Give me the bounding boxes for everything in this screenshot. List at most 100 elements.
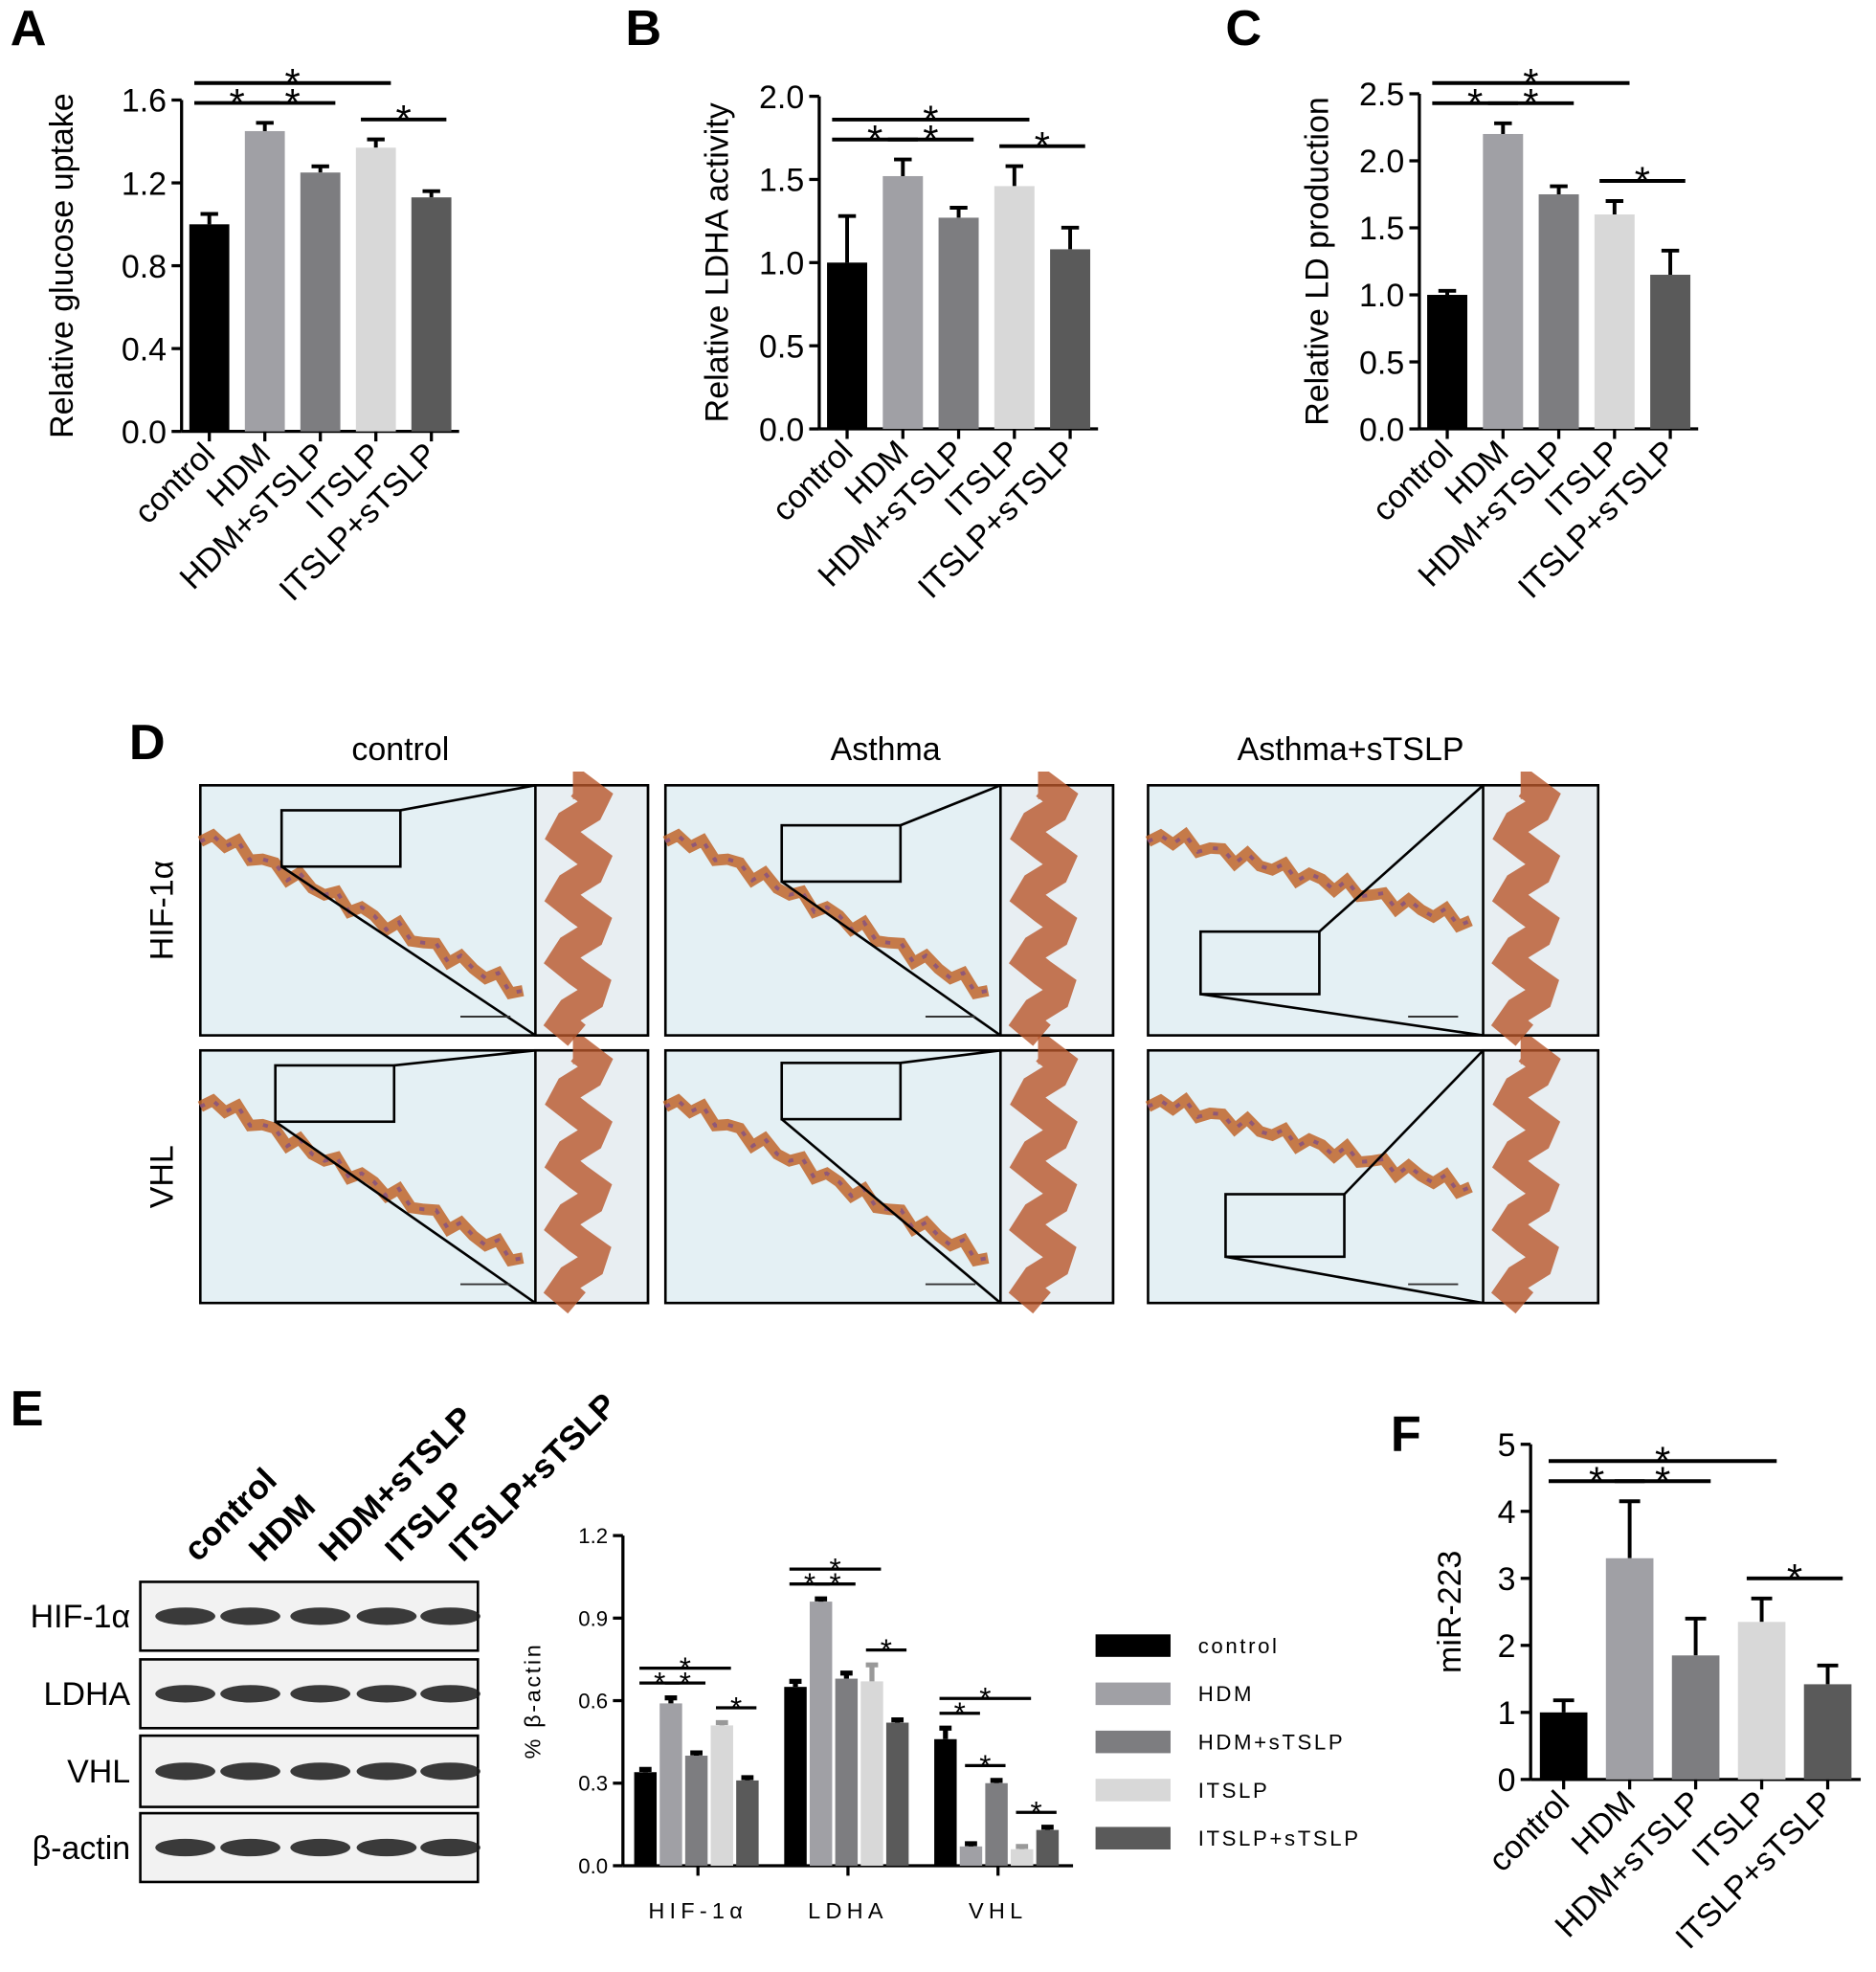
y-tick-label: 0.5 [759, 328, 804, 365]
y-tick-label: 1.5 [1359, 211, 1404, 247]
legend-swatch [1095, 1682, 1171, 1706]
zoom-line [1318, 784, 1485, 933]
error-bar [1552, 1698, 1574, 1713]
x-tick-label: HIF-1α [648, 1898, 748, 1923]
column-title: control [351, 731, 449, 768]
panel-label: A [11, 1, 47, 56]
error-bar [839, 1670, 853, 1679]
blot-band [356, 1607, 417, 1625]
y-tick-label: 1.0 [759, 246, 804, 282]
bar [1605, 1557, 1654, 1780]
legend-label: control [1198, 1634, 1280, 1658]
bar [659, 1703, 682, 1866]
legend-label: HDM [1198, 1682, 1254, 1706]
error-bar [838, 213, 857, 263]
error-bar [865, 1662, 879, 1682]
blot-band [290, 1762, 351, 1781]
significance-label: * [1655, 1439, 1670, 1484]
blot-band [356, 1762, 417, 1781]
error-bar [1685, 1616, 1707, 1656]
y-tick-label: 1 [1498, 1695, 1516, 1732]
y-tick-label: 2 [1498, 1628, 1516, 1665]
error-bar [789, 1678, 802, 1688]
error-bar [1605, 199, 1624, 215]
y-tick-label: 2.5 [1359, 77, 1404, 113]
zoom-line [400, 784, 536, 812]
zoom-box [1199, 930, 1321, 996]
legend-swatch [1095, 1730, 1171, 1754]
bar [827, 262, 868, 430]
bar [736, 1780, 759, 1866]
epithelium-nuclei [664, 833, 989, 996]
y-tick-label: 5 [1498, 1427, 1516, 1464]
significance-label: * [1589, 1459, 1604, 1504]
error-bar [741, 1775, 754, 1781]
y-axis-label: % β-actin [521, 1643, 546, 1759]
epithelium-nuclei [1147, 1097, 1472, 1195]
significance-label: * [285, 60, 301, 105]
error-bar [256, 121, 274, 131]
blot-band [220, 1607, 280, 1625]
y-tick-label: 0.0 [1359, 412, 1404, 448]
significance-label: * [1787, 1556, 1802, 1601]
bar [244, 130, 285, 432]
bar [959, 1846, 983, 1866]
y-tick-label: 0.3 [578, 1772, 608, 1796]
error-bar [1751, 1596, 1773, 1623]
significance-label: * [654, 1667, 665, 1700]
error-bar [1619, 1499, 1641, 1558]
inset-epithelium [543, 1036, 614, 1314]
blot-row-label: HIF-1α [31, 1599, 131, 1635]
inset-epithelium [1008, 1036, 1079, 1314]
y-tick-label: 1.2 [122, 166, 167, 202]
bar [1011, 1849, 1034, 1866]
blot-band [155, 1685, 215, 1703]
significance-label: * [867, 117, 882, 162]
blot-band [220, 1838, 280, 1857]
significance-label: * [1467, 80, 1483, 125]
blot-band [155, 1607, 215, 1625]
zoom-line [1343, 1049, 1485, 1196]
y-tick-label: 1.6 [122, 83, 167, 120]
zoom-line [274, 1120, 537, 1305]
significance-label: * [881, 1633, 892, 1667]
significance-label: * [979, 1749, 991, 1782]
blot-row-label: β-actin [33, 1830, 131, 1867]
blot-band [356, 1685, 417, 1703]
error-bar [422, 189, 440, 198]
bar [684, 1756, 708, 1866]
error-bar [965, 1841, 977, 1847]
zoom-line [780, 880, 1002, 1037]
blot-row-label: LDHA [44, 1676, 131, 1713]
y-tick-label: 0.6 [578, 1690, 608, 1714]
bar [934, 1738, 957, 1866]
significance-label: * [830, 1567, 841, 1601]
significance-label: * [830, 1553, 841, 1586]
micrograph [197, 1036, 650, 1314]
bar [1539, 1712, 1588, 1780]
zoom-box [780, 1062, 903, 1121]
significance-label: * [979, 1682, 991, 1715]
y-tick-label: 4 [1498, 1494, 1516, 1531]
significance-label: * [730, 1691, 742, 1724]
zoom-line [1200, 993, 1484, 1037]
significance-label: * [1031, 1796, 1042, 1829]
y-tick-label: 0.8 [122, 249, 167, 285]
zoom-box [274, 1064, 396, 1124]
error-bar [1550, 184, 1568, 194]
y-axis-label: Relative glucose uptake [44, 93, 80, 438]
y-tick-label: 0.5 [1359, 345, 1404, 381]
bar [1483, 133, 1524, 430]
significance-label: * [1635, 158, 1650, 203]
blot-band [155, 1838, 215, 1857]
inset-epithelium [543, 771, 614, 1046]
error-bar [690, 1750, 703, 1757]
significance-label: * [804, 1567, 815, 1601]
blot-row-label: VHL [67, 1754, 130, 1790]
error-bar [894, 157, 912, 176]
row-label: VHL [145, 1145, 181, 1208]
bar [1050, 249, 1091, 430]
error-bar [949, 206, 968, 218]
legend-label: ITSLP+sTSLP [1198, 1826, 1361, 1850]
